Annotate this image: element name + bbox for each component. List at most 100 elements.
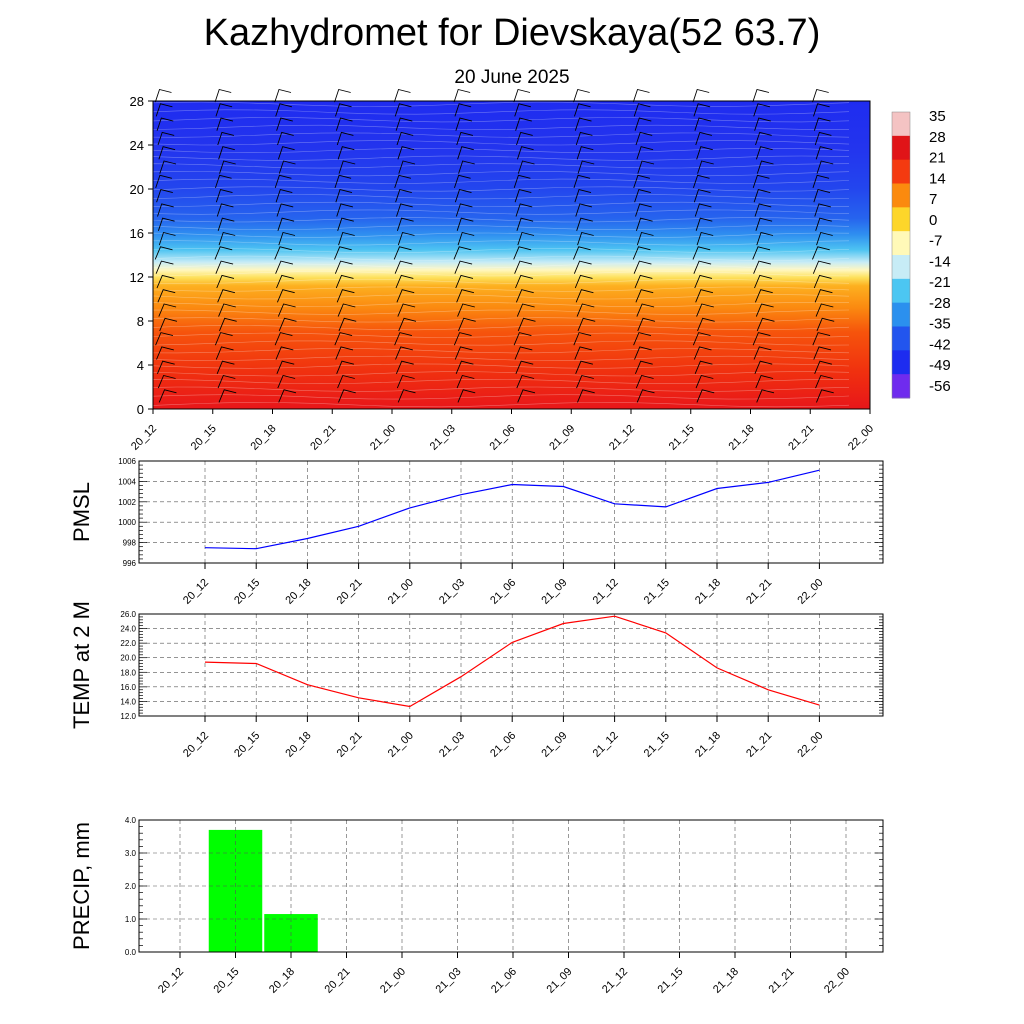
y-tick-label: 20.0	[120, 654, 136, 663]
wind-barb	[397, 389, 416, 403]
wind-barb	[274, 332, 293, 346]
wind-barb	[275, 346, 294, 360]
wind-barb	[454, 260, 473, 274]
wind-barb	[396, 131, 414, 146]
wind-barb	[575, 289, 594, 303]
wind-barb	[515, 117, 532, 131]
wind-barb	[219, 317, 237, 332]
wind-barb	[756, 160, 774, 174]
contour-line	[152, 147, 850, 154]
contour-line	[152, 340, 850, 346]
x-tick-label: 21_15	[667, 423, 697, 453]
wind-barb	[636, 231, 654, 246]
x-tick-label: 21_12	[591, 730, 621, 760]
wind-barb	[155, 174, 173, 189]
wind-barb	[158, 389, 177, 403]
wind-barb	[278, 160, 296, 174]
wind-barb	[396, 374, 415, 389]
y-tick-label: 20	[130, 182, 144, 197]
wind-barb	[218, 146, 235, 160]
wind-barb	[277, 146, 295, 160]
pmsl-grid	[139, 461, 883, 563]
wind-barb	[458, 317, 476, 332]
y-tick-label: 4.0	[125, 816, 137, 825]
contour-line	[152, 348, 850, 354]
wind-barb	[156, 274, 175, 289]
wind-barb	[394, 260, 413, 274]
wind-barb	[574, 189, 592, 203]
wind-barb	[218, 389, 237, 403]
wind-barb	[696, 146, 713, 160]
wind-barb	[397, 303, 416, 317]
x-tick-label: 20_21	[323, 966, 353, 996]
wind-barb	[813, 274, 832, 289]
wind-barb	[516, 146, 534, 160]
contour-line	[152, 140, 850, 146]
wind-barb	[513, 174, 531, 189]
wind-barb	[635, 374, 654, 389]
contour-line	[152, 209, 850, 215]
wind-barb	[457, 146, 474, 160]
wind-barb	[216, 117, 234, 131]
wind-barb	[278, 389, 297, 403]
wind-barb	[337, 303, 356, 317]
wind-barb	[334, 246, 352, 260]
wind-barb	[577, 160, 595, 174]
wind-barb	[277, 303, 296, 317]
contour-line	[152, 132, 850, 138]
wind-barb	[633, 103, 651, 117]
contour-line	[152, 224, 850, 231]
wind-barb	[276, 289, 295, 303]
x-tick-label: 21_00	[378, 966, 408, 996]
wind-barb	[337, 146, 355, 160]
wind-barb	[754, 203, 772, 217]
wind-barb	[634, 117, 652, 131]
temp-frame	[138, 613, 884, 717]
x-tick-label: 21_09	[545, 966, 575, 996]
wind-barb	[514, 103, 532, 117]
colorbar-box	[892, 255, 910, 280]
wind-barb	[515, 274, 533, 289]
colorbar-label: 14	[929, 170, 946, 187]
y-tick-label: 18.0	[120, 668, 136, 677]
wind-barb	[335, 103, 352, 117]
contour-line	[152, 286, 850, 292]
wind-barb	[214, 332, 233, 346]
wind-barb	[396, 289, 415, 303]
wind-barb	[815, 303, 834, 317]
x-tick-label: 21_15	[656, 966, 686, 996]
colorbar-label: -42	[929, 336, 951, 353]
wind-barb	[156, 117, 174, 131]
wind-barb	[755, 131, 772, 146]
x-tick-label: 20_18	[283, 577, 313, 607]
wind-barb	[155, 260, 174, 274]
wind-barb	[755, 146, 773, 160]
wind-barb	[752, 332, 771, 346]
contour-line	[152, 309, 850, 315]
wind-barb	[156, 346, 174, 360]
wind-barb	[636, 389, 655, 403]
colorbar-label: 28	[929, 129, 946, 146]
wind-barb	[455, 117, 473, 131]
wind-barb	[215, 189, 233, 203]
wind-barb	[218, 303, 236, 317]
wind-barb	[634, 189, 651, 203]
wind-barb	[756, 317, 775, 332]
colorbar-label: 21	[929, 150, 946, 167]
wind-barb	[574, 103, 591, 117]
wind-barb	[217, 131, 235, 146]
wind-barb	[336, 289, 355, 303]
wind-barb	[752, 246, 771, 260]
pmsl-panel: 996 998 1000 1002 1004 1006 20_12 20_15 20_18 20_…	[69, 457, 884, 607]
wind-barb	[816, 160, 834, 174]
wind-barb	[575, 203, 593, 217]
contour-line	[152, 194, 850, 200]
wind-barb	[397, 231, 415, 246]
wind-barb	[635, 131, 653, 146]
colorbar-label: -49	[929, 357, 951, 374]
y-tick-label: 16	[130, 226, 144, 241]
wind-barb	[573, 260, 592, 274]
contour-line	[152, 240, 850, 246]
contour-line	[152, 201, 850, 207]
